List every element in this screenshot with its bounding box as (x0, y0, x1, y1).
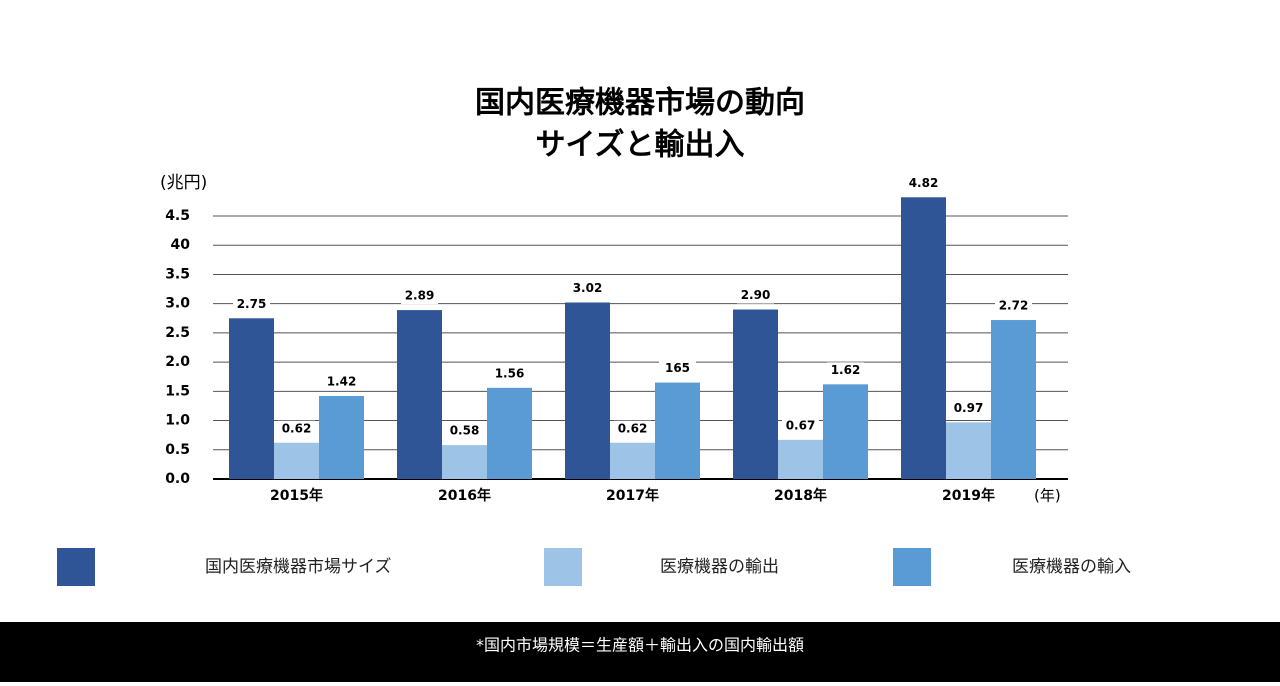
value-label-bg (995, 298, 1032, 315)
x-tick-label: 2015年 (270, 487, 323, 504)
chart-title: サイズと輸出入 (535, 128, 744, 163)
value-label-bg (569, 280, 606, 297)
footer-band (0, 622, 1280, 682)
bar (946, 422, 991, 479)
bar (733, 309, 778, 479)
legend-swatch (544, 548, 582, 586)
value-label: 0.58 (450, 424, 480, 438)
value-label-bg (827, 362, 864, 379)
y-tick-label: 3.0 (165, 296, 190, 312)
bar (778, 439, 823, 479)
bar (274, 442, 319, 479)
value-label-bg (905, 175, 942, 192)
value-label: 0.62 (282, 421, 312, 435)
value-label-bg (950, 400, 987, 417)
bar (565, 302, 610, 479)
value-label: 4.82 (909, 176, 939, 190)
x-tick-label: 2017年 (606, 487, 659, 504)
bar (823, 384, 868, 479)
bar (610, 442, 655, 479)
x-tick-label: 2018年 (774, 487, 827, 504)
y-tick-label: 3.5 (165, 266, 190, 282)
value-label-bg (491, 365, 528, 382)
value-label: 2.89 (405, 289, 435, 303)
legend-label: 国内医療機器市場サイズ (205, 557, 392, 577)
y-tick-label: 0.0 (165, 471, 190, 487)
value-label: 2.75 (237, 297, 267, 311)
value-label-bg (659, 360, 696, 377)
y-axis-label: (兆円) (160, 173, 207, 193)
value-label: 1.62 (831, 363, 861, 377)
y-tick-label: 0.5 (165, 442, 190, 458)
x-tick-label: 2016年 (438, 487, 491, 504)
value-label-bg (782, 417, 819, 434)
value-label-bg (401, 288, 438, 305)
x-tick-label: 2019年 (942, 487, 995, 504)
value-label-bg (233, 296, 270, 313)
value-label: 0.67 (786, 418, 816, 432)
legend-label: 医療機器の輸出 (660, 557, 779, 577)
value-label: 1.42 (327, 375, 357, 389)
bar (442, 445, 487, 479)
bar (655, 382, 700, 479)
value-label: 1.56 (495, 366, 525, 380)
value-label: 0.97 (954, 401, 984, 415)
value-label: 2.90 (741, 288, 771, 302)
x-axis-label: (年) (1034, 487, 1061, 505)
chart-title: 国内医療機器市場の動向 (475, 86, 805, 121)
footnote: *国内市場規模＝生産額＋輸出入の国内輸出額 (476, 636, 804, 655)
value-label: 165 (665, 361, 690, 375)
value-label-bg (278, 420, 315, 437)
value-label-bg (614, 420, 651, 437)
legend-swatch (893, 548, 931, 586)
bar (319, 396, 364, 479)
bar (397, 310, 442, 479)
y-tick-label: 1.0 (165, 413, 190, 429)
y-tick-label: 4.5 (165, 208, 190, 224)
y-tick-label: 40 (171, 237, 191, 253)
value-label-bg (446, 423, 483, 440)
y-tick-label: 2.0 (165, 354, 190, 370)
value-label-bg (737, 287, 774, 304)
value-label: 0.62 (618, 421, 648, 435)
value-label: 3.02 (573, 281, 603, 295)
value-label: 2.72 (999, 299, 1029, 313)
bar (901, 197, 946, 479)
bar (487, 387, 532, 479)
y-tick-label: 1.5 (165, 383, 190, 399)
legend-swatch (57, 548, 95, 586)
legend-label: 医療機器の輸入 (1012, 557, 1131, 577)
y-tick-label: 2.5 (165, 325, 190, 341)
bar (991, 320, 1036, 479)
bar (229, 318, 274, 479)
value-label-bg (323, 374, 360, 391)
